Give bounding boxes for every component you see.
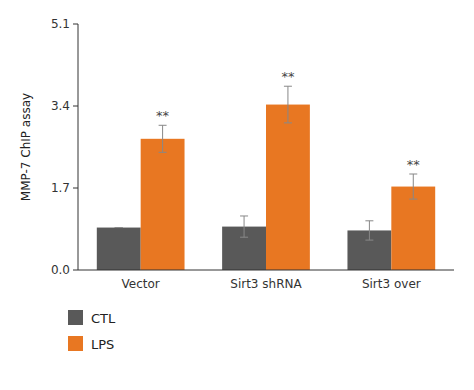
tick-mark <box>73 24 78 25</box>
tick-mark <box>73 106 78 107</box>
legend-label: LPS <box>91 337 114 352</box>
error-cap <box>365 240 373 241</box>
error-bar <box>409 174 417 199</box>
error-line <box>162 125 163 152</box>
x-axis-line <box>78 270 454 271</box>
category-label: Vector <box>122 277 160 291</box>
error-line <box>369 221 370 240</box>
tick-label: 3.4 <box>51 99 70 113</box>
bar <box>391 187 435 270</box>
tick-mark <box>73 188 78 189</box>
category-label: Sirt3 over <box>362 277 421 291</box>
tick-label: 1.7 <box>51 181 70 195</box>
legend-label: CTL <box>91 311 116 326</box>
error-cap <box>159 125 167 126</box>
plot-area <box>97 86 435 270</box>
bar <box>141 139 185 270</box>
error-line <box>244 216 245 237</box>
chart-container: 0.0 1.7 3.4 5.1 MMP-7 ChIP assay ** ** ** Vector… <box>0 0 474 390</box>
error-cap <box>284 122 292 123</box>
error-cap <box>159 152 167 153</box>
error-line <box>287 86 288 123</box>
error-bar <box>159 125 167 152</box>
error-cap <box>365 220 373 221</box>
category-label: Sirt3 shRNA <box>230 277 302 291</box>
x-axis: Vector Sirt3 shRNA Sirt3 over <box>78 270 454 291</box>
error-cap <box>409 174 417 175</box>
error-cap <box>115 227 123 228</box>
chart-svg: 0.0 1.7 3.4 5.1 MMP-7 ChIP assay ** ** ** Vector… <box>0 0 474 390</box>
annotation: ** <box>156 108 170 123</box>
error-line <box>413 174 414 199</box>
tick-mark <box>73 270 78 271</box>
y-axis-line <box>78 24 79 270</box>
error-bar <box>365 221 373 240</box>
error-cap <box>240 237 248 238</box>
tick-label: 5.1 <box>51 17 70 31</box>
error-cap <box>284 86 292 87</box>
y-axis: 0.0 1.7 3.4 5.1 <box>51 17 78 277</box>
error-bar <box>115 227 123 228</box>
annotation: ** <box>407 157 421 172</box>
error-bar <box>240 216 248 237</box>
y-axis-label: MMP-7 ChIP assay <box>19 93 33 201</box>
legend-swatch <box>68 310 83 325</box>
legend: CTL LPS <box>68 310 116 352</box>
error-cap <box>115 227 123 228</box>
tick-label: 0.0 <box>51 263 70 277</box>
error-cap <box>240 215 248 216</box>
error-bar <box>284 86 292 123</box>
error-cap <box>409 199 417 200</box>
bar <box>266 105 310 270</box>
annotation: ** <box>281 69 295 84</box>
bar <box>97 228 141 270</box>
legend-swatch <box>68 336 83 351</box>
